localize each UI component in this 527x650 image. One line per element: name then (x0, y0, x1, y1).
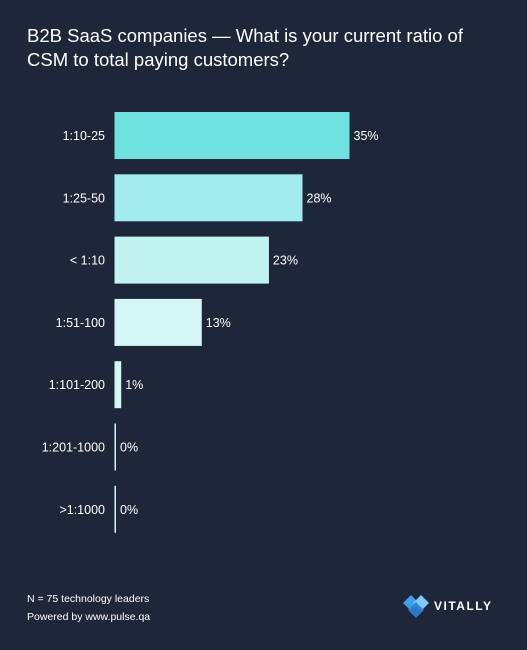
value-label: 28% (307, 191, 332, 205)
value-label: 1% (125, 378, 143, 392)
sample-size-note: N = 75 technology leaders (27, 593, 150, 605)
bar (114, 174, 303, 222)
brand-name: VITALLY (434, 599, 493, 613)
category-label: 1:10-25 (63, 129, 105, 143)
chart-title: B2B SaaS companies — What is your curren… (27, 25, 463, 70)
vitally-logo: VITALLY (401, 592, 501, 620)
category-label: 1:51-100 (56, 316, 105, 330)
source-note: Powered by www.pulse.qa (27, 611, 151, 623)
category-label: 1:201-1000 (42, 441, 105, 455)
vitally-logo-icon (403, 595, 429, 618)
bar (114, 298, 202, 346)
category-label: >1:1000 (59, 503, 105, 517)
value-label: 23% (273, 254, 298, 268)
value-label: 35% (354, 129, 379, 143)
value-label: 13% (206, 316, 231, 330)
category-label: 1:101-200 (49, 378, 105, 392)
category-label: < 1:10 (70, 254, 105, 268)
value-label: 0% (120, 503, 138, 517)
bar (114, 236, 269, 284)
category-label: 1:25-50 (63, 191, 105, 205)
bar (114, 112, 350, 159)
bar (114, 361, 122, 409)
value-label: 0% (120, 441, 138, 455)
bar (114, 485, 116, 533)
bar-chart: 1:10-25 35% 1:25-50 28% < 1:10 23% 1:51-100 13%… (42, 112, 379, 533)
bar (114, 423, 116, 471)
